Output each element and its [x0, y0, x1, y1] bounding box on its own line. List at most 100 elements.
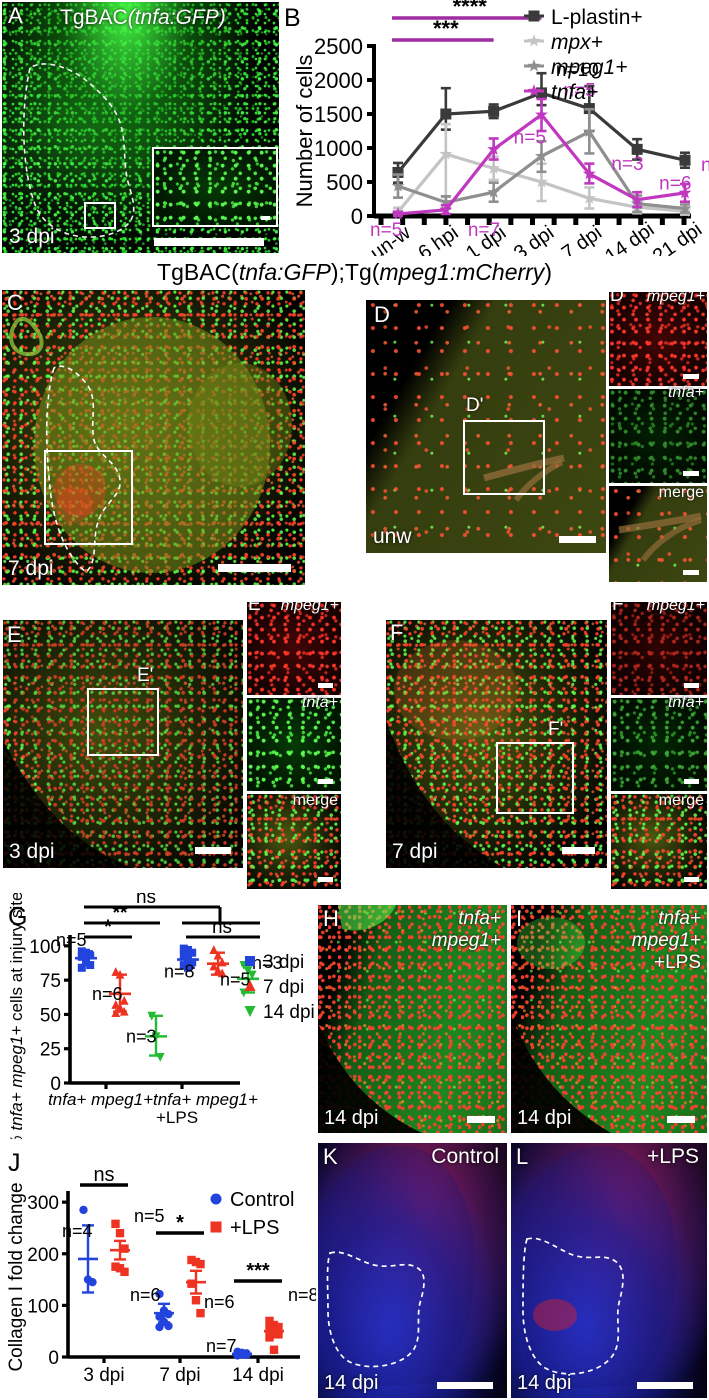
y-tick-label: 200: [27, 1245, 59, 1266]
x-tick-label-line2: +LPS: [156, 1108, 198, 1127]
y-tick-label: 0: [48, 1348, 59, 1369]
panel-d-timepoint: unw: [373, 525, 412, 549]
panel-ep-mpeg1: [247, 602, 341, 695]
data-point: [115, 1002, 125, 1012]
svg-text:6 hpi: 6 hpi: [414, 222, 462, 256]
panel-h-label: H: [323, 906, 339, 931]
point-annotation: n=6: [659, 174, 691, 195]
panel-ep-merge-scale-bar: [318, 877, 333, 882]
significance-label-2stars: **: [113, 903, 128, 924]
panel-l-outline: [514, 1147, 677, 1391]
panel-l-image: L +LPS 14 dpi: [511, 1143, 707, 1398]
svg-text:% tnfa+ mpeg1+ cells at injury: % tnfa+ mpeg1+ cells at injury site: [7, 893, 26, 1139]
panel-dp-label: D': [610, 292, 628, 306]
data-point: [119, 995, 129, 1005]
panel-ep-group: E' mpeg1+ tnfa+ merge: [247, 602, 341, 892]
legend-label: +LPS: [230, 1217, 279, 1239]
panel-d-scale-bar: [559, 536, 596, 543]
data-point: [213, 965, 223, 975]
svg-text:3 dpi: 3 dpi: [510, 222, 558, 256]
data-point: [679, 154, 691, 166]
data-point: [245, 956, 255, 966]
data-point: [269, 1320, 279, 1330]
data-point: [217, 957, 227, 967]
significance-label-ns-top: ns: [136, 893, 156, 908]
panel-dp-merge: [609, 486, 707, 582]
data-point: [391, 207, 405, 220]
x-tick-label-line1: tnfa+ mpeg1+tnfa+ mpeg1+: [48, 1090, 258, 1109]
data-point: [187, 1255, 196, 1265]
panel-c-label: C: [7, 290, 23, 315]
data-point: [115, 1264, 125, 1273]
data-point: [111, 1219, 120, 1229]
panel-i-timepoint: 14 dpi: [517, 1107, 572, 1130]
data-point: [88, 1277, 97, 1287]
significance-label-ns-right: ns: [212, 917, 232, 938]
panel-d-roi-label: D': [466, 395, 484, 416]
data-point: [269, 1326, 279, 1336]
y-tick-label: 1500: [314, 102, 363, 127]
data-point: [678, 186, 692, 199]
data-point: [82, 958, 90, 967]
data-point: [274, 1330, 283, 1339]
point-annotation: n=3: [701, 155, 709, 176]
panel-h-image: H tnfa+ mpeg1+ 14 dpi: [318, 905, 507, 1133]
data-point: [179, 951, 188, 960]
n-label: n=8: [288, 1285, 316, 1305]
data-point: [487, 161, 501, 174]
panel-dp-mpeg1-scale-bar: [683, 374, 699, 379]
data-point: [535, 149, 548, 162]
data-point: [440, 108, 452, 120]
panel-g-svg: 0 25 50 75 100 tnfa+ mpeg1+tnfa+ mpeg1++LPS % …: [7, 893, 315, 1139]
legend-label: 14 dpi: [263, 1002, 315, 1023]
svg-text:Number of cells: Number of cells: [292, 55, 317, 208]
data-point: [247, 970, 257, 980]
panel-e-timepoint: 3 dpi: [9, 840, 55, 864]
data-point: [209, 961, 219, 971]
panel-d-label: D: [374, 302, 390, 327]
data-point: [115, 969, 125, 979]
data-point: [244, 1006, 256, 1017]
data-point: [631, 143, 643, 155]
data-point: [191, 1296, 201, 1305]
significance-label: ns: [93, 1164, 114, 1186]
panel-i-image: I tnfa+ mpeg1+ +LPS 14 dpi: [511, 905, 707, 1133]
data-point: [527, 34, 541, 47]
y-tick-label: 100: [29, 937, 61, 958]
data-point: [115, 1228, 125, 1238]
data-point: [120, 1267, 129, 1277]
panel-ep-row-label-merge: merge: [292, 792, 338, 809]
panel-ep-tnfa: [247, 698, 341, 791]
data-point: [187, 1279, 196, 1288]
data-point: [488, 105, 500, 117]
panel-a-image: A TgBAC(tnfa:GFP) 3 dpi: [2, 2, 279, 253]
panel-fp-group: F' mpeg1+ tnfa+ merge: [611, 602, 707, 892]
n-label: n=7: [206, 1336, 237, 1356]
panel-g-chart: 0 25 50 75 100 tnfa+ mpeg1+tnfa+ mpeg1+ +LPS % …: [0, 893, 316, 1139]
data-point: [179, 944, 188, 953]
panel-dp-tnfa: [609, 389, 707, 483]
panel-i-anno-line3: +LPS: [653, 952, 701, 973]
panel-dp-group: D' mpeg1+ tnfa+ merge: [609, 292, 707, 582]
n-label: n=8: [164, 962, 195, 982]
y-axis-label: Collagen I fold change: [6, 1182, 27, 1371]
data-point: [82, 948, 90, 957]
data-point: [536, 87, 547, 99]
n-label: n=5: [134, 1206, 165, 1226]
panel-f-label: F: [390, 620, 404, 645]
data-point: [184, 955, 192, 964]
data-point: [164, 1321, 173, 1331]
legend-label: Control: [230, 1189, 294, 1211]
panel-d-vessels: [483, 454, 565, 502]
panel-e-image: E E' 3 dpi: [3, 620, 243, 868]
panel-k-image: K Control 14 dpi: [318, 1143, 507, 1398]
data-point: [111, 1008, 121, 1018]
point-annotation: n=5: [370, 220, 402, 241]
panel-g-label: G: [8, 903, 27, 931]
panel-f-scale-bar: [562, 847, 595, 854]
panel-i-label: I: [516, 906, 523, 931]
n-label: n=3: [252, 953, 283, 973]
n-label: n=6: [92, 984, 123, 1004]
legend-label: mpx+: [551, 31, 603, 54]
panel-ep-mpeg1-scale-bar: [318, 683, 333, 688]
